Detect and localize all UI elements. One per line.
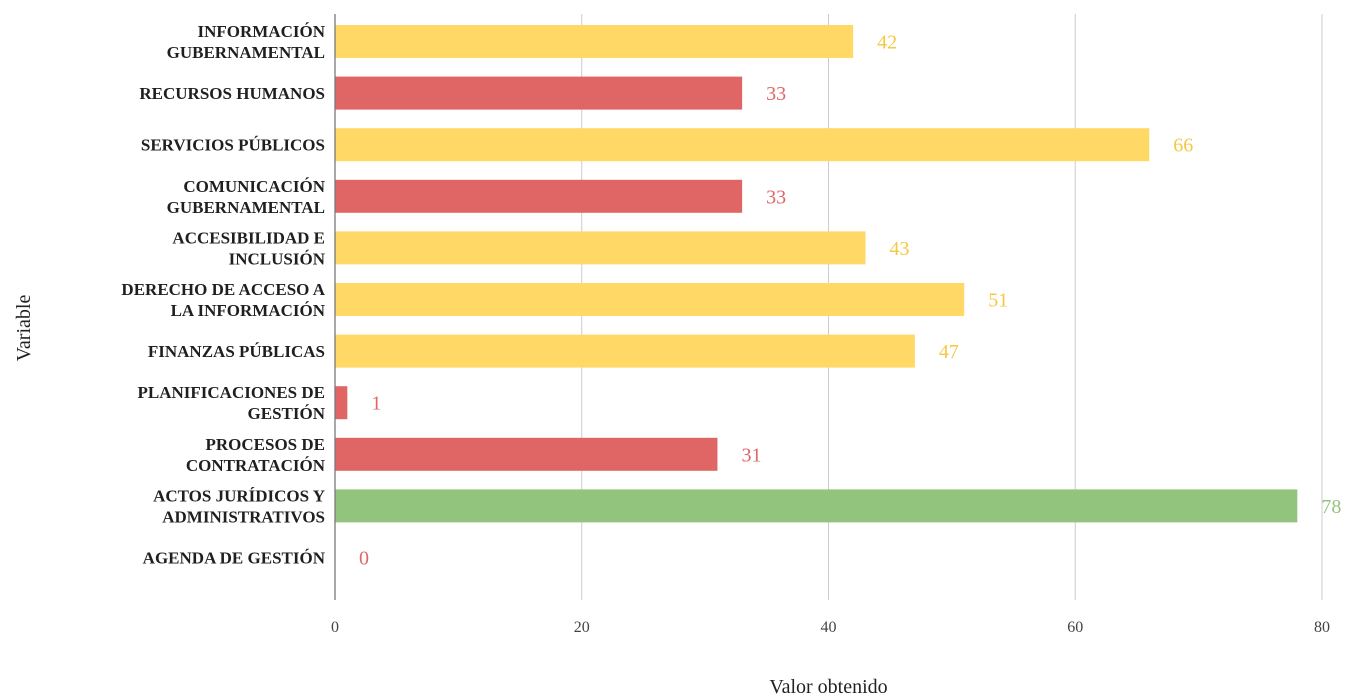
category-label-1: RECURSOS HUMANOS	[139, 84, 325, 103]
category-label-3: COMUNICACIÓN GUBERNAMENTAL	[167, 177, 326, 217]
bar-8	[335, 437, 718, 471]
x-tick-label-0: 0	[331, 619, 339, 636]
value-labels-group: 42 33 66 33 43 51 47 1 31 78 0	[359, 32, 1341, 570]
bar-0	[335, 25, 854, 58]
category-label-6: FINANZAS PÚBLICAS	[148, 342, 325, 361]
x-tick-label-80: 80	[1314, 619, 1330, 636]
value-label-6: 47	[939, 341, 959, 363]
category-label-line: INCLUSIÓN	[229, 249, 326, 268]
category-label-5: DERECHO DE ACCESO A LA INFORMACIÓN	[121, 280, 325, 320]
category-label-10: AGENDA DE GESTIÓN	[143, 549, 326, 568]
category-label-line: PLANIFICACIONES DE	[138, 383, 326, 402]
category-label-line: LA INFORMACIÓN	[171, 301, 326, 320]
bar-1	[335, 76, 743, 110]
value-label-3: 33	[766, 186, 786, 208]
bar-2	[335, 128, 1150, 162]
category-label-9: ACTOS JURÍDICOS Y ADMINISTRATIVOS	[153, 486, 325, 526]
category-label-line: GUBERNAMENTAL	[167, 198, 325, 217]
value-label-7: 1	[371, 393, 381, 415]
category-label-line: ACTOS JURÍDICOS Y	[153, 486, 325, 505]
category-label-line: ADMINISTRATIVOS	[162, 507, 325, 526]
category-label-line: ACCESIBILIDAD E	[172, 228, 325, 247]
value-label-2: 66	[1173, 135, 1193, 157]
category-label-line: SERVICIOS PÚBLICOS	[141, 136, 325, 155]
category-label-line: PROCESOS DE	[206, 435, 326, 454]
bar-4	[335, 231, 866, 265]
category-label-8: PROCESOS DE CONTRATACIÓN	[186, 435, 326, 475]
bar-3	[335, 179, 743, 213]
bars-group	[335, 25, 1298, 523]
category-label-line: CONTRATACIÓN	[186, 456, 326, 475]
x-tick-label-20: 20	[574, 619, 590, 636]
category-label-line: DERECHO DE ACCESO A	[121, 280, 325, 299]
category-label-4: ACCESIBILIDAD E INCLUSIÓN	[172, 228, 325, 268]
value-label-9: 78	[1321, 496, 1341, 518]
value-label-8: 31	[741, 444, 761, 466]
category-label-line: FINANZAS PÚBLICAS	[148, 342, 325, 361]
value-label-4: 43	[890, 238, 910, 260]
x-tick-label-40: 40	[821, 619, 837, 636]
value-label-5: 51	[988, 290, 1008, 312]
x-tick-labels-group: 0 20 40 60 80	[331, 619, 1330, 636]
bar-6	[335, 334, 915, 368]
bar-9	[335, 489, 1298, 523]
category-label-line: INFORMACIÓN	[198, 22, 326, 41]
category-label-line: COMUNICACIÓN	[183, 177, 325, 196]
value-label-10: 0	[359, 548, 369, 570]
y-axis-title: Variable	[13, 295, 35, 362]
value-label-0: 42	[877, 32, 897, 54]
category-label-line: GESTIÓN	[248, 404, 326, 423]
x-axis-title: Valor obtenido	[769, 676, 887, 698]
category-label-line: GUBERNAMENTAL	[167, 43, 325, 62]
bar-5	[335, 283, 965, 316]
category-label-0: INFORMACIÓN GUBERNAMENTAL	[167, 22, 326, 62]
bar-7	[335, 386, 348, 420]
category-label-7: PLANIFICACIONES DE GESTIÓN	[138, 383, 326, 423]
category-label-line: RECURSOS HUMANOS	[139, 84, 325, 103]
value-label-1: 33	[766, 83, 786, 105]
category-labels-group: INFORMACIÓN GUBERNAMENTAL RECURSOS HUMANOS…	[121, 22, 325, 568]
category-label-2: SERVICIOS PÚBLICOS	[141, 136, 325, 155]
x-tick-label-60: 60	[1067, 619, 1083, 636]
category-label-line: AGENDA DE GESTIÓN	[143, 549, 326, 568]
